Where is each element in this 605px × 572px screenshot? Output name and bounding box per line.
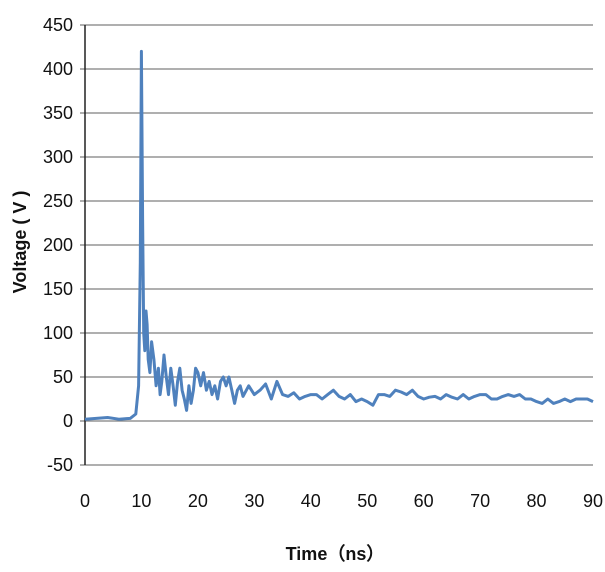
gridlines <box>80 24 593 466</box>
y-tick-label: -50 <box>47 455 73 475</box>
y-tick-label: 0 <box>63 411 73 431</box>
x-tick-label: 40 <box>301 491 321 511</box>
x-tick-label: 10 <box>131 491 151 511</box>
y-tick-label: 450 <box>43 15 73 35</box>
y-tick-label: 250 <box>43 191 73 211</box>
x-axis-title: Time（ns） <box>286 544 385 564</box>
y-tick-label: 350 <box>43 103 73 123</box>
x-axis-ticks: 0 10 20 30 40 50 60 70 80 90 <box>80 491 603 511</box>
y-tick-label: 100 <box>43 323 73 343</box>
x-tick-label: 0 <box>80 491 90 511</box>
voltage-series-line <box>84 49 594 421</box>
y-axis-ticks: -50 0 50 100 150 200 250 300 350 400 450 <box>43 15 73 475</box>
x-tick-label: 20 <box>188 491 208 511</box>
y-tick-label: 50 <box>53 367 73 387</box>
y-axis-title: Voltage ( V ) <box>10 191 30 294</box>
x-tick-label: 70 <box>470 491 490 511</box>
y-tick-label: 300 <box>43 147 73 167</box>
y-tick-label: 400 <box>43 59 73 79</box>
x-tick-label: 30 <box>244 491 264 511</box>
x-tick-label: 80 <box>527 491 547 511</box>
x-tick-label: 50 <box>357 491 377 511</box>
y-tick-label: 150 <box>43 279 73 299</box>
x-tick-label: 90 <box>583 491 603 511</box>
y-tick-label: 200 <box>43 235 73 255</box>
x-tick-label: 60 <box>414 491 434 511</box>
